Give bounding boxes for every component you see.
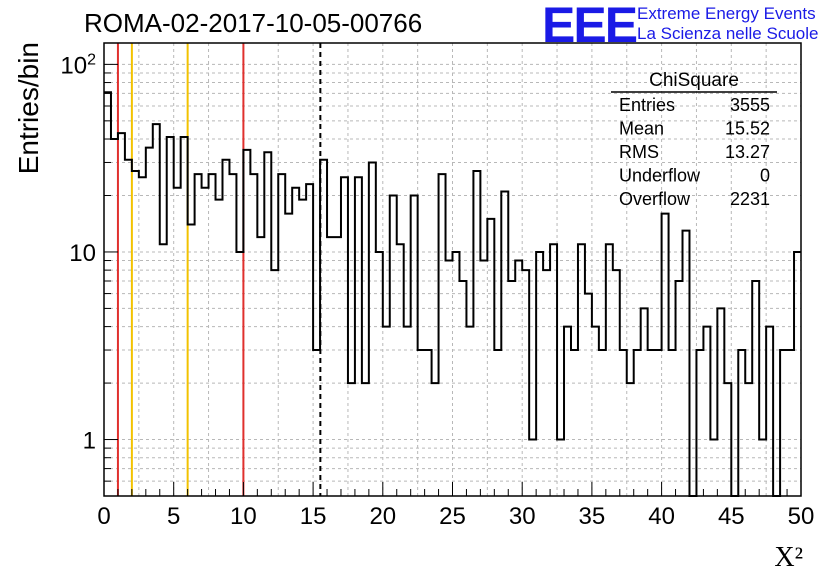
stats-title: ChiSquare <box>649 70 739 91</box>
eee-logo: EEE <box>542 0 638 53</box>
x-axis-ticks: 0 5 10 15 20 25 30 35 40 45 50 <box>97 482 814 530</box>
stats-label: Entries <box>619 95 675 115</box>
stats-label: Overflow <box>619 189 691 209</box>
x-tick-label: 15 <box>300 503 327 530</box>
x-tick-label: 20 <box>369 503 396 530</box>
histogram-outline <box>104 91 801 497</box>
y-tick-label: 102 <box>60 51 96 79</box>
y-axis-label: Entries/bin <box>13 42 44 174</box>
x-tick-label: 50 <box>788 503 815 530</box>
x-tick-label: 45 <box>718 503 745 530</box>
logo-caption: Extreme Energy Events La Scienza nelle S… <box>637 4 818 44</box>
x-tick-label: 25 <box>439 503 466 530</box>
x-tick-label: 40 <box>648 503 675 530</box>
stats-box: ChiSquare Entries 3555 Mean 15.52 RMS 13.27 Und… <box>611 70 777 209</box>
x-tick-label: 35 <box>579 503 606 530</box>
x-tick-label: 10 <box>230 503 257 530</box>
x-tick-label: 30 <box>509 503 536 530</box>
x-tick-label: 5 <box>167 503 180 530</box>
x-axis-label: X² <box>774 542 803 572</box>
marker-lines <box>116 43 322 496</box>
chart-title: ROMA-02-2017-10-05-00766 <box>84 8 423 38</box>
logo-caption-line1: Extreme Energy Events <box>637 4 816 23</box>
stats-value: 13.27 <box>725 142 770 162</box>
y-tick-label: 10 <box>69 240 96 267</box>
stats-label: Mean <box>619 119 664 139</box>
stats-value: 15.52 <box>725 119 770 139</box>
stats-label: Underflow <box>619 166 701 186</box>
y-axis-ticks: 1 10 102 <box>60 51 118 482</box>
stats-value: 0 <box>760 166 770 186</box>
stats-value: 2231 <box>730 189 770 209</box>
stats-label: RMS <box>619 142 659 162</box>
stats-value: 3555 <box>730 95 770 115</box>
x-tick-label: 0 <box>97 503 110 530</box>
y-tick-label: 1 <box>83 428 96 455</box>
grid-lines <box>104 43 801 496</box>
logo-caption-line2: La Scienza nelle Scuole <box>637 24 819 43</box>
